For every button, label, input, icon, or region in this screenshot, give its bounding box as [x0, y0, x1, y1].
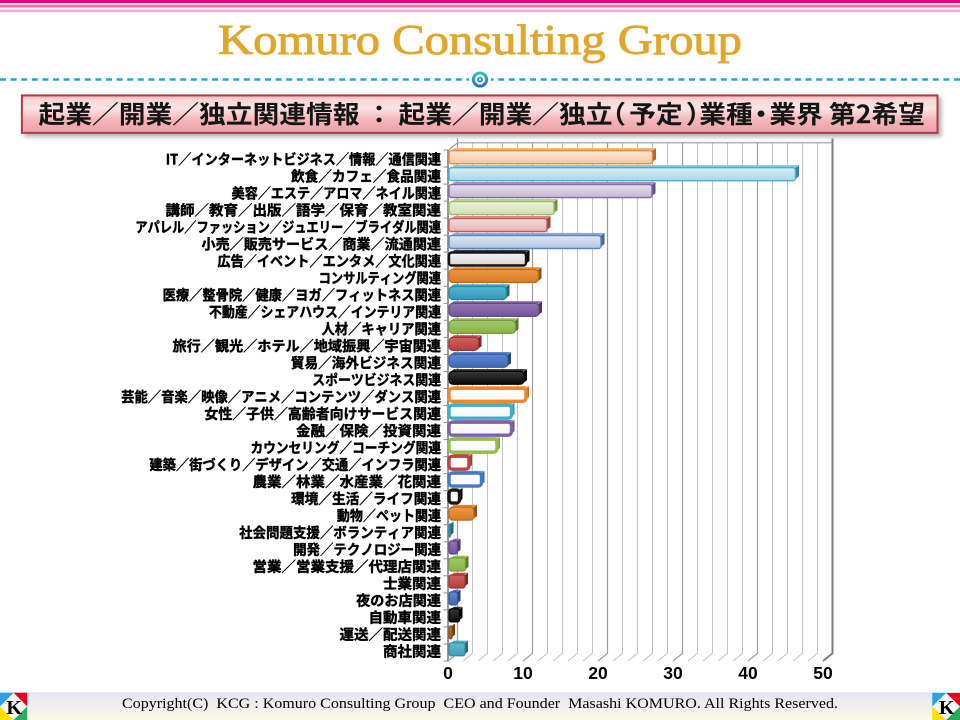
svg-text:Copyright(C) KCG : Komuro Con: Copyright(C) KCG : Komuro Consulting Gro…	[122, 696, 838, 712]
svg-text:40: 40	[738, 663, 758, 683]
svg-text:Komuro Consulting Group: Komuro Consulting Group	[218, 17, 742, 64]
svg-text:K: K	[939, 697, 955, 719]
svg-text:30: 30	[663, 663, 683, 683]
svg-text:50: 50	[813, 663, 833, 683]
svg-text:K: K	[6, 697, 22, 719]
svg-text:10: 10	[513, 663, 533, 683]
svg-text:20: 20	[588, 663, 608, 683]
svg-text:0: 0	[443, 663, 453, 683]
